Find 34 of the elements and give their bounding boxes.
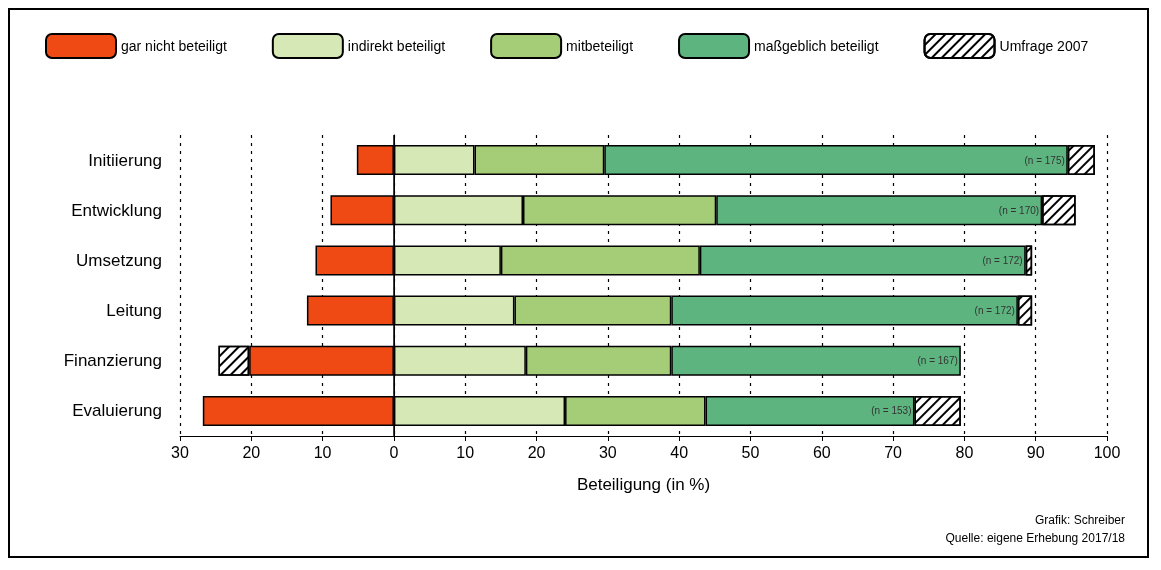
y-tick-label: Umsetzung — [76, 250, 162, 270]
legend-label: indirekt beteiligt — [347, 38, 446, 54]
x-tick-label: 20 — [242, 443, 261, 461]
x-tick-label: 20 — [527, 443, 546, 461]
x-tick-label: 60 — [812, 443, 831, 461]
x-tick-label: 70 — [884, 443, 903, 461]
legend-label: maßgeblich beteiligt — [754, 38, 879, 54]
y-tick-label: Evaluierung — [72, 401, 162, 421]
annotation: (n = 172) — [982, 254, 1023, 266]
x-tick-label: 30 — [171, 443, 189, 461]
x-tick-label: 10 — [313, 443, 332, 461]
x-tick-label: 100 — [1093, 443, 1121, 461]
y-tick-label: Initiierung — [88, 150, 162, 170]
legend-label: mitbeteiligt — [566, 38, 634, 54]
x-tick-label: 80 — [955, 443, 974, 461]
annotation: (n = 175) — [1024, 154, 1065, 166]
x-tick-label: 30 — [598, 443, 617, 461]
y-tick-label: Leitung — [106, 301, 162, 321]
x-tick-label: 10 — [456, 443, 475, 461]
x-tick-label: 0 — [389, 443, 399, 461]
y-tick-label: Finanzierung — [63, 351, 162, 371]
legend-label: gar nicht beteiligt — [121, 38, 227, 54]
annotation: (n = 170) — [998, 204, 1040, 216]
annotation: (n = 153) — [871, 405, 912, 417]
source-note: Quelle: eigene Erhebung 2017/18 — [945, 531, 1126, 545]
annotation: (n = 172) — [974, 305, 1015, 317]
text: Grafik: Schreiber — [1034, 513, 1125, 527]
x-tick-label: 40 — [670, 443, 689, 461]
y-tick-label: Entwicklung — [71, 200, 162, 220]
x-axis-title: Beteiligung (in %) — [576, 475, 711, 494]
x-tick-label: 50 — [741, 443, 760, 461]
legend-label: Umfrage 2007 — [999, 38, 1089, 54]
x-tick-label: 90 — [1026, 443, 1045, 461]
annotation: (n = 167) — [917, 355, 958, 367]
